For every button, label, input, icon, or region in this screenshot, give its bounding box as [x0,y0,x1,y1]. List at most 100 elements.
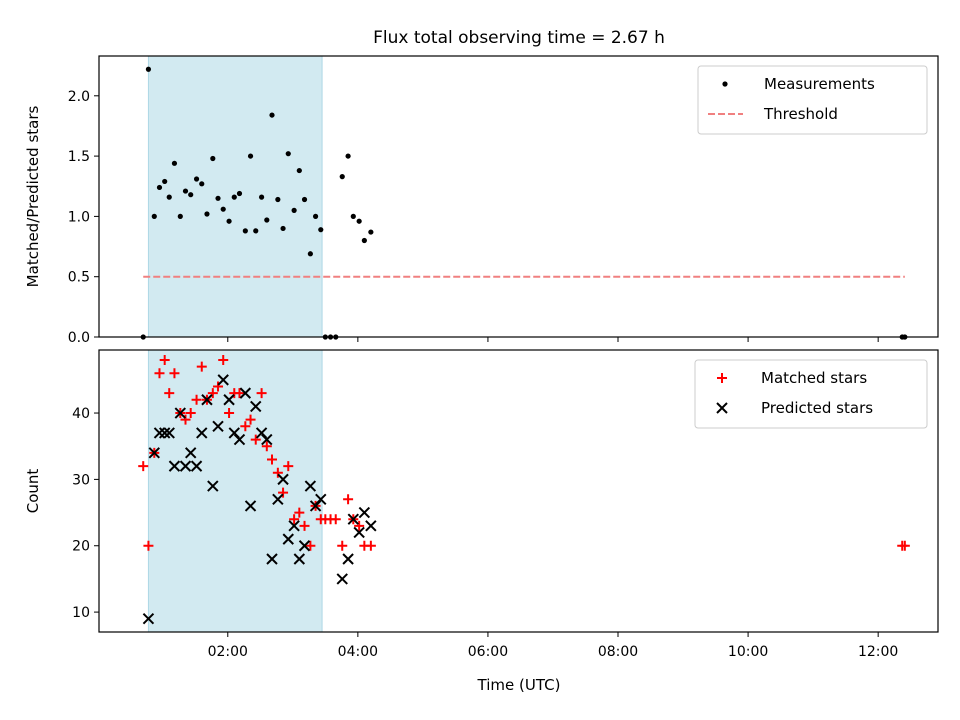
predicted-star-point [309,500,322,512]
series-measurements [140,66,908,340]
matched-star-point [267,454,278,465]
top-legend: Measurements Threshold [697,65,928,135]
measurement-point [253,228,259,234]
matched-star-point [213,381,224,392]
predicted-star-point [174,407,187,419]
measurement-point [182,188,189,194]
predicted-star-point [347,513,360,525]
matched-star-point [289,514,300,525]
predicted-star-point [358,506,371,519]
measurement-point [301,196,308,203]
predicted-star-point [365,520,377,532]
predicted-star-point [212,420,224,433]
measurement-point [193,176,200,182]
predicted-star-point [239,387,252,399]
measurement-point [162,178,168,185]
y-tick-label: 0.0 [68,330,90,346]
predicted-star-point [298,540,311,552]
matched-star-point [164,388,175,399]
predicted-star-point [207,480,219,492]
matched-star-point [191,394,202,405]
x-tick-label: 06:00 [468,644,508,660]
measurement-point [242,228,248,234]
bottom-y-axis-label: Count [24,469,42,514]
predicted-star-point [315,493,327,506]
measurement-point [145,66,152,72]
measurement-point [156,184,163,191]
measurement-point [199,181,205,187]
matched-star-point [185,408,196,419]
x-tick-label: 10:00 [728,644,768,660]
matched-star-point [343,494,354,505]
predicted-star-point [353,526,365,539]
matched-star-point [337,540,348,551]
predicted-star-point [184,447,197,459]
measurement-point [226,218,232,224]
matched-star-point [305,540,316,551]
measurement-point [220,206,226,212]
predicted-star-point [158,427,171,439]
matched-star-point [234,388,245,399]
matched-star-point [365,540,376,551]
matched-star-point [250,434,261,445]
legend-matched-swatch [717,373,727,383]
measurement-point [166,194,172,200]
predicted-star-point [293,553,306,565]
measurement-point [258,194,265,200]
predicted-star-point [272,493,284,506]
legend-box [694,359,928,429]
matched-star-point [159,354,170,365]
x-axis-label: Time (UTC) [477,676,561,694]
predicted-star-point [196,427,208,439]
y-tick-label: 20 [72,539,90,555]
matched-star-point [240,421,251,432]
measurement-point [151,213,157,219]
x-tick-label: 04:00 [338,644,378,660]
measurement-point [291,207,297,213]
measurement-point [307,251,313,257]
predicted-star-point [233,433,246,446]
predicted-star-point [261,433,273,446]
legend-box [697,65,928,135]
predicted-star-point [217,374,229,386]
predicted-star-point [142,613,155,625]
legend-measurement-swatch [722,81,728,87]
legend-entry-label: Matched stars [761,369,867,387]
matched-star-point [278,487,289,498]
measurement-point [350,213,356,219]
measurement-point [210,155,216,162]
measurement-point [236,190,243,197]
matched-star-point [330,514,341,525]
bottom-legend: Matched stars Predicted stars [694,359,928,429]
series-matched-stars [138,354,910,551]
predicted-star-point [228,427,240,439]
predicted-star-point [282,533,294,545]
predicted-star-point [244,500,257,512]
predicted-star-point [223,394,235,406]
y-tick-label: 1.0 [68,209,90,225]
measurement-point [280,225,286,232]
panels: 0.0 0.5 1.0 1.5 2.0 Matched/Predicted stars Me… [24,55,939,660]
matched-star-point [138,461,149,472]
y-tick-label: 0.5 [68,270,90,286]
measurement-point [339,174,345,180]
legend-entry-label: Predicted stars [761,399,873,417]
measurement-point [177,213,183,219]
predicted-star-point [148,447,160,459]
predicted-star-point [288,520,300,532]
series-predicted-stars [142,374,377,625]
y-tick-label: 30 [72,472,90,488]
top-y-axis-label: Matched/Predicted stars [24,106,42,288]
predicted-star-point [163,427,175,439]
measurement-point [269,112,275,118]
y-tick-label: 40 [72,406,90,422]
measurement-point [296,167,302,174]
predicted-star-point [342,553,354,565]
measurement-point [231,194,237,200]
legend-entry-label: Measurements [764,75,875,93]
top-axes-frame [98,55,939,338]
matched-star-point [272,467,283,478]
measurement-point [361,237,367,244]
top-panel: 0.0 0.5 1.0 1.5 2.0 Matched/Predicted stars Me… [24,55,939,346]
